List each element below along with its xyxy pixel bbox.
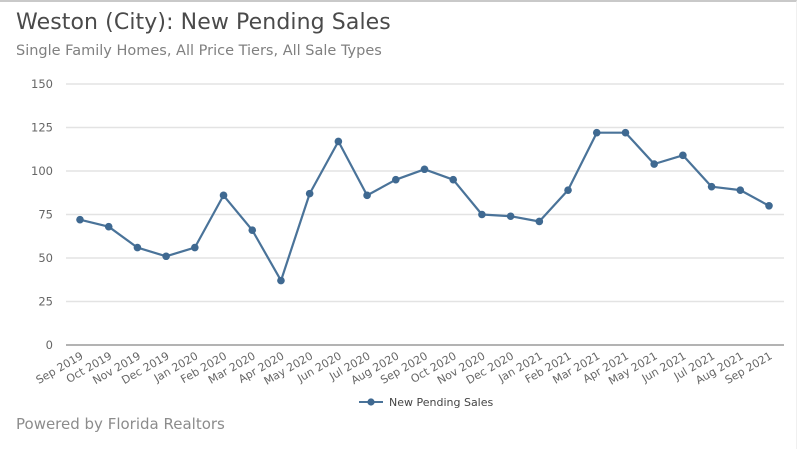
data-point[interactable] [449,175,458,184]
powered-by-footer: Powered by Florida Realtors [16,415,225,433]
y-axis-labels: 0 25 50 75 100 125 150 [31,77,53,352]
legend-marker-icon [367,398,375,406]
data-point[interactable] [162,252,170,261]
data-point[interactable] [765,202,773,210]
data-point[interactable] [736,186,745,194]
y-tick-label: 100 [31,164,53,178]
legend-label: New Pending Sales [389,396,494,409]
data-point[interactable] [133,243,142,252]
y-tick-label: 150 [31,77,53,91]
data-point[interactable] [679,151,687,160]
data-point[interactable] [104,222,113,231]
data-point[interactable] [363,191,371,200]
data-point[interactable] [391,175,400,184]
data-point-markers [76,128,773,285]
data-point[interactable] [334,137,343,146]
data-point[interactable] [478,210,486,219]
chart-subtitle: Single Family Homes, All Price Tiers, Al… [16,43,382,59]
data-point[interactable] [592,128,601,137]
data-point[interactable] [305,189,314,198]
y-tick-label: 125 [31,121,53,135]
data-point[interactable] [621,128,630,137]
legend[interactable]: New Pending Sales [359,396,494,409]
gridlines [66,83,784,303]
data-point[interactable] [506,212,515,221]
data-point[interactable] [219,191,228,200]
y-tick-label: 25 [38,295,53,309]
data-point[interactable] [248,226,257,234]
data-point[interactable] [76,215,84,224]
data-point[interactable] [564,186,572,194]
data-point[interactable] [535,217,544,226]
data-point[interactable] [277,276,285,285]
data-point[interactable] [707,182,716,191]
data-point[interactable] [420,165,429,174]
y-tick-label: 0 [46,338,53,352]
y-tick-label: 50 [38,251,53,265]
chart-title: Weston (City): New Pending Sales [16,10,391,35]
y-tick-label: 75 [38,208,53,222]
data-point[interactable] [191,243,199,252]
data-point[interactable] [650,160,658,168]
